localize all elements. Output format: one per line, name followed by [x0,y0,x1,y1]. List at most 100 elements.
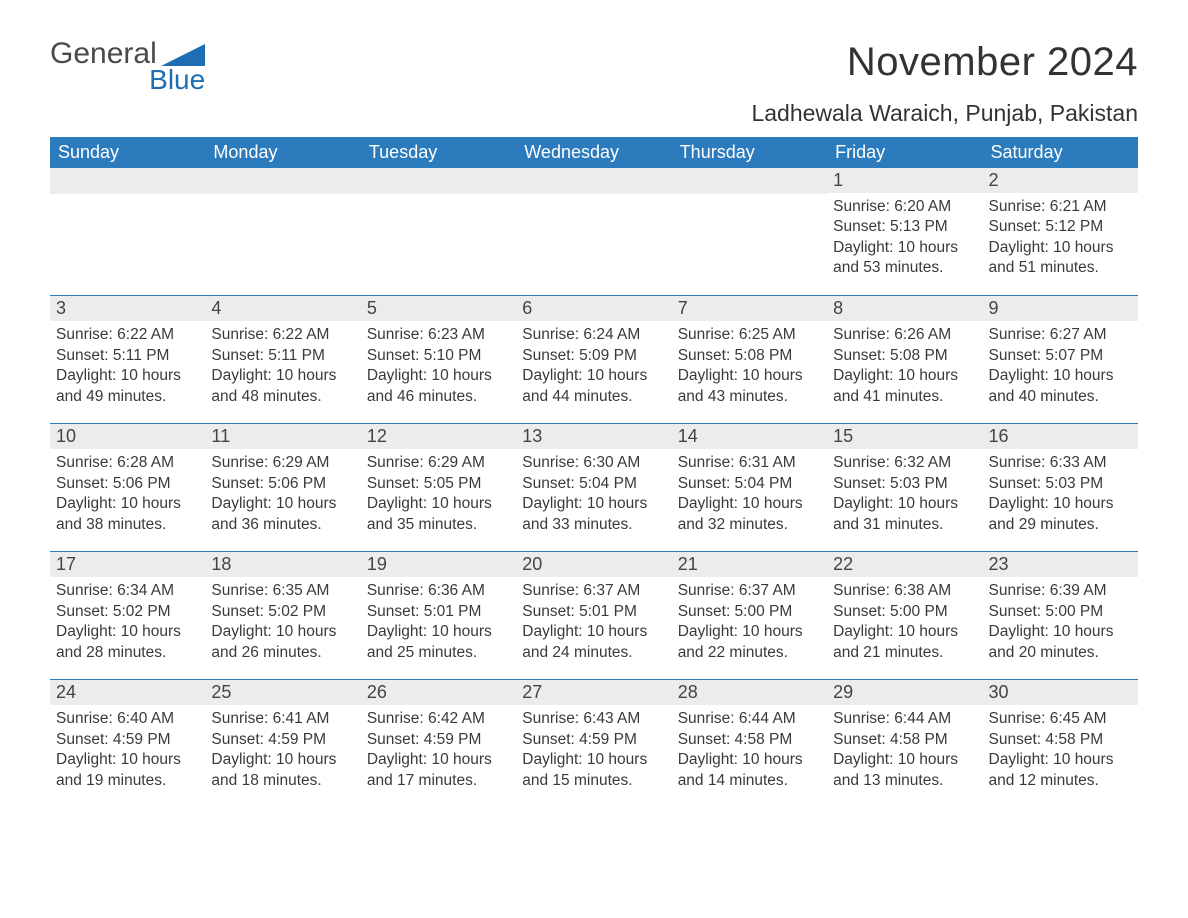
calendar-cell [361,168,516,296]
day-number: 16 [983,424,1138,449]
calendar-cell: 2Sunrise: 6:21 AMSunset: 5:12 PMDaylight… [983,168,1138,296]
calendar-cell: 23Sunrise: 6:39 AMSunset: 5:00 PMDayligh… [983,552,1138,680]
sunset-text: Sunset: 5:11 PM [56,346,199,366]
month-title: November 2024 [847,40,1138,85]
day-details: Sunrise: 6:29 AMSunset: 5:05 PMDaylight:… [361,449,516,541]
daylight-text-2: and 46 minutes. [367,387,510,407]
daylight-text-1: Daylight: 10 hours [56,494,199,514]
day-details: Sunrise: 6:26 AMSunset: 5:08 PMDaylight:… [827,321,982,413]
daylight-text-2: and 15 minutes. [522,771,665,791]
calendar-cell: 11Sunrise: 6:29 AMSunset: 5:06 PMDayligh… [205,424,360,552]
daylight-text-2: and 25 minutes. [367,643,510,663]
sunset-text: Sunset: 5:08 PM [678,346,821,366]
daylight-text-1: Daylight: 10 hours [56,366,199,386]
weekday-header: Tuesday [361,137,516,168]
sunset-text: Sunset: 4:59 PM [56,730,199,750]
day-number: 22 [827,552,982,577]
day-details: Sunrise: 6:39 AMSunset: 5:00 PMDaylight:… [983,577,1138,669]
calendar-cell: 1Sunrise: 6:20 AMSunset: 5:13 PMDaylight… [827,168,982,296]
sunrise-text: Sunrise: 6:23 AM [367,325,510,345]
header: General Blue November 2024 [50,40,1138,94]
sunrise-text: Sunrise: 6:39 AM [989,581,1132,601]
day-number: 29 [827,680,982,705]
location: Ladhewala Waraich, Punjab, Pakistan [50,100,1138,127]
sunset-text: Sunset: 5:02 PM [56,602,199,622]
calendar-cell: 12Sunrise: 6:29 AMSunset: 5:05 PMDayligh… [361,424,516,552]
sunrise-text: Sunrise: 6:29 AM [367,453,510,473]
logo: General Blue [50,40,205,94]
day-details: Sunrise: 6:24 AMSunset: 5:09 PMDaylight:… [516,321,671,413]
sunrise-text: Sunrise: 6:45 AM [989,709,1132,729]
sunrise-text: Sunrise: 6:37 AM [678,581,821,601]
weekday-header: Saturday [983,137,1138,168]
calendar-cell: 17Sunrise: 6:34 AMSunset: 5:02 PMDayligh… [50,552,205,680]
sunset-text: Sunset: 5:03 PM [989,474,1132,494]
calendar-cell: 19Sunrise: 6:36 AMSunset: 5:01 PMDayligh… [361,552,516,680]
day-number-empty [361,168,516,194]
calendar-week-row: 24Sunrise: 6:40 AMSunset: 4:59 PMDayligh… [50,680,1138,808]
day-details: Sunrise: 6:20 AMSunset: 5:13 PMDaylight:… [827,193,982,285]
daylight-text-2: and 36 minutes. [211,515,354,535]
day-number: 26 [361,680,516,705]
day-number: 20 [516,552,671,577]
day-number-empty [50,168,205,194]
day-details: Sunrise: 6:21 AMSunset: 5:12 PMDaylight:… [983,193,1138,285]
sunrise-text: Sunrise: 6:40 AM [56,709,199,729]
daylight-text-2: and 53 minutes. [833,258,976,278]
daylight-text-2: and 29 minutes. [989,515,1132,535]
daylight-text-1: Daylight: 10 hours [989,622,1132,642]
daylight-text-2: and 13 minutes. [833,771,976,791]
sunset-text: Sunset: 5:11 PM [211,346,354,366]
day-number: 13 [516,424,671,449]
calendar-cell: 30Sunrise: 6:45 AMSunset: 4:58 PMDayligh… [983,680,1138,808]
daylight-text-2: and 49 minutes. [56,387,199,407]
sunrise-text: Sunrise: 6:37 AM [522,581,665,601]
sunset-text: Sunset: 5:05 PM [367,474,510,494]
daylight-text-2: and 22 minutes. [678,643,821,663]
weekday-header: Monday [205,137,360,168]
sunrise-text: Sunrise: 6:21 AM [989,197,1132,217]
day-details: Sunrise: 6:31 AMSunset: 5:04 PMDaylight:… [672,449,827,541]
sunset-text: Sunset: 5:07 PM [989,346,1132,366]
daylight-text-1: Daylight: 10 hours [833,750,976,770]
sunset-text: Sunset: 5:00 PM [833,602,976,622]
calendar-cell: 22Sunrise: 6:38 AMSunset: 5:00 PMDayligh… [827,552,982,680]
day-number-empty [672,168,827,194]
sunrise-text: Sunrise: 6:26 AM [833,325,976,345]
sunrise-text: Sunrise: 6:29 AM [211,453,354,473]
calendar-cell: 10Sunrise: 6:28 AMSunset: 5:06 PMDayligh… [50,424,205,552]
calendar-cell: 27Sunrise: 6:43 AMSunset: 4:59 PMDayligh… [516,680,671,808]
day-details: Sunrise: 6:22 AMSunset: 5:11 PMDaylight:… [205,321,360,413]
daylight-text-1: Daylight: 10 hours [367,622,510,642]
daylight-text-2: and 31 minutes. [833,515,976,535]
calendar-cell [205,168,360,296]
calendar-cell: 25Sunrise: 6:41 AMSunset: 4:59 PMDayligh… [205,680,360,808]
sunset-text: Sunset: 5:00 PM [989,602,1132,622]
daylight-text-2: and 51 minutes. [989,258,1132,278]
sunrise-text: Sunrise: 6:20 AM [833,197,976,217]
sunrise-text: Sunrise: 6:32 AM [833,453,976,473]
calendar-cell: 9Sunrise: 6:27 AMSunset: 5:07 PMDaylight… [983,296,1138,424]
day-number: 23 [983,552,1138,577]
sunset-text: Sunset: 5:06 PM [56,474,199,494]
day-details: Sunrise: 6:32 AMSunset: 5:03 PMDaylight:… [827,449,982,541]
daylight-text-1: Daylight: 10 hours [989,750,1132,770]
day-details: Sunrise: 6:40 AMSunset: 4:59 PMDaylight:… [50,705,205,797]
calendar-cell [672,168,827,296]
sunset-text: Sunset: 5:01 PM [367,602,510,622]
day-number: 4 [205,296,360,321]
sunset-text: Sunset: 5:06 PM [211,474,354,494]
daylight-text-2: and 18 minutes. [211,771,354,791]
day-details: Sunrise: 6:38 AMSunset: 5:00 PMDaylight:… [827,577,982,669]
sunrise-text: Sunrise: 6:44 AM [678,709,821,729]
day-number: 7 [672,296,827,321]
daylight-text-1: Daylight: 10 hours [989,494,1132,514]
calendar-cell: 24Sunrise: 6:40 AMSunset: 4:59 PMDayligh… [50,680,205,808]
sunset-text: Sunset: 5:04 PM [522,474,665,494]
sunrise-text: Sunrise: 6:36 AM [367,581,510,601]
day-number-empty [205,168,360,194]
sunrise-text: Sunrise: 6:43 AM [522,709,665,729]
daylight-text-2: and 32 minutes. [678,515,821,535]
weekday-header: Thursday [672,137,827,168]
day-number-empty [516,168,671,194]
